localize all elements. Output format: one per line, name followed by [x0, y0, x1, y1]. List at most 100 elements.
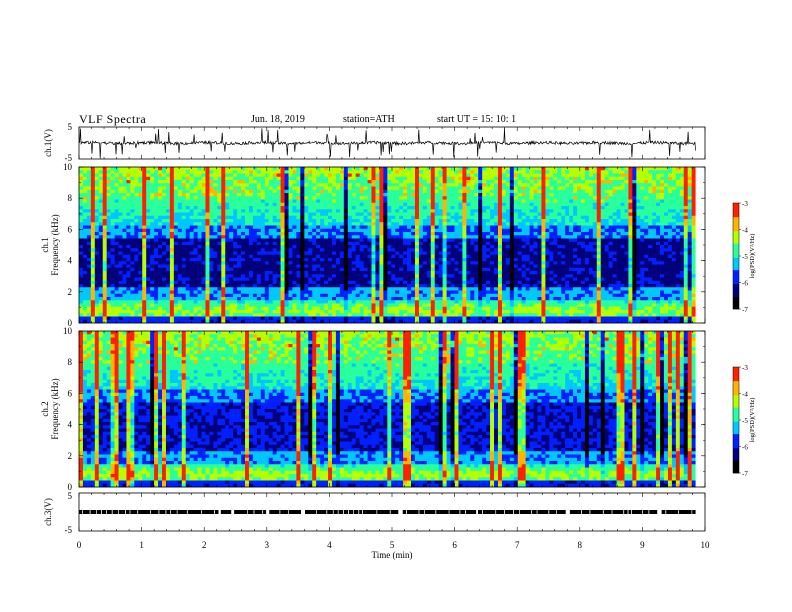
- spectrogram-cell: [158, 189, 163, 194]
- spectrogram-cell: [663, 235, 669, 239]
- spectrogram-cell: [395, 248, 400, 252]
- spectrogram-cell: [248, 212, 254, 217]
- spectrogram-cell: [86, 228, 92, 233]
- spectrogram-cell: [660, 261, 665, 265]
- spectrogram-cell: [102, 196, 107, 200]
- spectrogram-cell: [288, 225, 293, 230]
- spectrogram-cell: [94, 232, 100, 236]
- spectrogram-cell: [256, 245, 262, 249]
- spectrogram-cell: [521, 222, 526, 226]
- spectrogram-cell: [256, 202, 262, 207]
- spectrogram-cell: [517, 235, 522, 239]
- spectrogram-cell: [620, 258, 625, 262]
- spectrogram-cell: [256, 222, 262, 226]
- spectrogram-cell: [82, 245, 88, 249]
- spectrogram-cell: [656, 202, 661, 207]
- spectrogram-cell: [237, 196, 242, 200]
- spectrogram-cell: [541, 180, 546, 184]
- spectrogram-cell: [545, 235, 550, 239]
- spectrogram-cell: [517, 206, 522, 210]
- spectrogram-cell: [331, 209, 337, 213]
- spectrogram-cell: [683, 261, 688, 265]
- spectrogram-cell: [201, 264, 206, 269]
- spectrogram-cell: [110, 173, 115, 178]
- spectrogram-cell: [640, 251, 645, 256]
- spectrogram-cell: [165, 199, 171, 204]
- spectrogram-cell: [683, 189, 688, 194]
- spectrogram-cell: [335, 176, 341, 181]
- spectrogram-cell: [620, 261, 625, 265]
- spectrogram-cell: [324, 180, 329, 184]
- spectrogram-cell: [391, 196, 396, 200]
- spectrogram-cell: [94, 173, 100, 178]
- spectrogram-cell: [683, 212, 688, 217]
- spectrogram-cell: [169, 267, 175, 272]
- spectrogram-cell: [94, 235, 100, 239]
- spectrogram-cell: [648, 193, 653, 197]
- spectrogram-cell: [478, 235, 483, 239]
- spectrogram-cell: [134, 180, 139, 184]
- spectrogram-cell: [458, 193, 463, 197]
- spectrogram-cell: [616, 173, 621, 178]
- spectrogram-cell: [656, 235, 661, 239]
- spectrogram-cell: [517, 241, 522, 246]
- spectrogram-cell: [209, 186, 214, 191]
- spectrogram-cell: [391, 248, 396, 252]
- spectrogram-cell: [162, 202, 167, 207]
- spectrogram-cell: [478, 225, 483, 230]
- spectrogram-cell: [173, 261, 179, 265]
- spectrogram-cell: [260, 215, 266, 220]
- spectrogram-cell: [383, 215, 388, 220]
- spectrogram-cell: [79, 173, 84, 178]
- spectrogram-cell: [252, 264, 258, 269]
- spectrogram-cell: [181, 199, 187, 204]
- spectrogram-cell: [687, 183, 692, 187]
- spectrogram-cell: [248, 232, 254, 236]
- spectrogram-cell: [193, 167, 198, 171]
- spectrogram-cell: [343, 180, 349, 184]
- spectrogram-cell: [450, 173, 455, 178]
- spectrogram-cell: [181, 267, 187, 272]
- spectrogram-cell: [90, 173, 96, 178]
- spectrogram-cell: [189, 258, 194, 262]
- spectrogram-cell: [691, 251, 696, 256]
- spectrogram-cell: [347, 206, 353, 210]
- spectrogram-cell: [561, 235, 566, 239]
- spectrogram-cell: [138, 258, 143, 262]
- spectrogram-cell: [478, 176, 483, 181]
- spectrogram-cell: [490, 196, 495, 200]
- spectrogram-cell: [256, 215, 262, 220]
- spectrogram-cell: [82, 193, 88, 197]
- spectrogram-cell: [596, 176, 602, 181]
- spectrogram-cell: [537, 261, 542, 265]
- spectrogram-cell: [482, 235, 487, 239]
- spectrogram-cell: [687, 196, 692, 200]
- spectrogram-cell: [375, 180, 380, 184]
- spectrogram-cell: [102, 254, 107, 259]
- spectrogram-cell: [177, 212, 183, 217]
- spectrogram-cell: [217, 180, 222, 184]
- spectrogram-cell: [138, 232, 143, 236]
- spectrogram-cell: [426, 196, 432, 200]
- spectrogram-cell: [466, 215, 471, 220]
- spectrogram-cell: [177, 209, 183, 213]
- spectrogram-cell: [264, 241, 270, 246]
- spectrogram-cell: [90, 245, 96, 249]
- spectrogram-cell: [679, 176, 685, 181]
- spectrogram-cell: [604, 189, 609, 194]
- spectrogram-cell: [237, 219, 242, 223]
- spectrogram-cell: [600, 176, 605, 181]
- spectrogram-cell: [434, 167, 439, 171]
- spectrogram-cell: [86, 196, 92, 200]
- spectrogram-cell: [154, 241, 159, 246]
- spectrogram-cell: [375, 238, 380, 243]
- spectrogram-cell: [264, 264, 270, 269]
- spectrogram-cell: [644, 196, 649, 200]
- spectrogram-cell: [150, 267, 155, 272]
- spectrogram-cell: [272, 219, 277, 223]
- spectrogram-cell: [537, 189, 542, 194]
- spectrogram-cell: [201, 215, 206, 220]
- spectrogram-cell: [557, 225, 562, 230]
- spectrogram-cell: [553, 196, 558, 200]
- spectrogram-cell: [537, 241, 542, 246]
